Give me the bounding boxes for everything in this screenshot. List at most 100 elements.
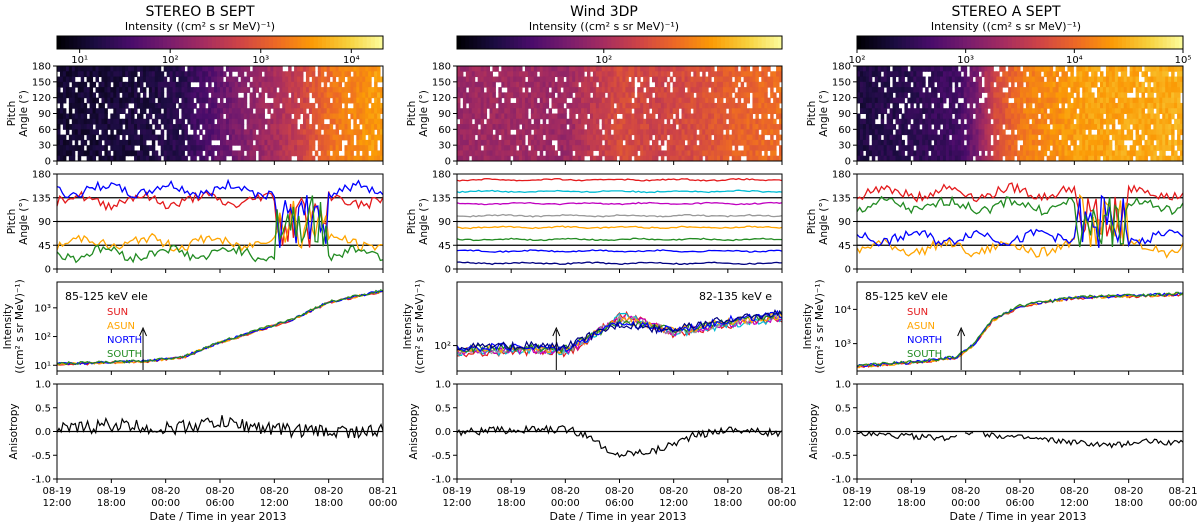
spectrogram-cell: [377, 124, 381, 130]
spectrogram-cell: [234, 76, 239, 83]
legend-entry: NORTH: [107, 335, 142, 346]
spectrogram-cell: [598, 150, 603, 157]
spectrogram-cell: [95, 124, 99, 130]
spectrogram-cell: [276, 155, 280, 162]
y-tick-label: 30: [38, 141, 51, 152]
spectrogram-cell: [62, 108, 67, 114]
spectrogram-cell: [957, 129, 962, 136]
spectrogram-cell: [619, 124, 623, 130]
spectrogram-cell: [1034, 71, 1039, 78]
spectrogram-cell: [459, 92, 464, 99]
spectrogram-cell: [65, 66, 70, 72]
spectrogram-cell: [934, 102, 938, 109]
spectrogram-cell: [865, 81, 870, 88]
spectrogram-cell: [329, 129, 334, 136]
spectrogram-cell: [332, 66, 337, 72]
spectrogram-cell: [380, 145, 384, 151]
spectrogram-cell: [332, 87, 337, 93]
colorbar-cell: [930, 36, 936, 49]
spectrogram-cell: [963, 71, 968, 78]
spectrogram-cell: [681, 71, 685, 78]
spectrogram-cell: [350, 87, 354, 93]
spectrogram-cell: [267, 102, 271, 109]
spectrogram-cell: [68, 124, 73, 130]
spectrogram-cell: [942, 81, 947, 88]
spectrogram-cell: [752, 87, 756, 93]
spectrogram-cell: [702, 145, 706, 151]
spectrogram-cell: [566, 129, 570, 136]
colorbar-cell: [574, 36, 580, 49]
spectrogram-cell: [708, 97, 712, 104]
spectrogram-cell: [948, 92, 953, 99]
spectrogram-cell: [1022, 129, 1027, 136]
spectrogram-cell: [380, 102, 384, 109]
spectrogram-cell: [539, 139, 544, 146]
spectrogram-cell: [323, 81, 328, 88]
spectrogram-cell: [169, 76, 174, 83]
colorbar-cell: [158, 36, 164, 49]
spectrogram-cell: [1037, 102, 1042, 109]
spectrogram-cell: [678, 92, 683, 99]
spectrogram-cell: [919, 129, 923, 136]
spectrogram-cell: [148, 81, 153, 88]
spectrogram-cell: [749, 118, 753, 125]
spectrogram-cell: [722, 87, 727, 93]
colorbar-cell: [244, 36, 250, 49]
spectrogram-cell: [969, 118, 974, 125]
spectrogram-cell: [1002, 129, 1006, 136]
spectrogram-cell: [341, 155, 345, 162]
spectrogram-cell: [1011, 134, 1015, 141]
spectrogram-cell: [362, 108, 366, 114]
spectrogram-cell: [353, 97, 357, 104]
spectrogram-cell: [717, 102, 721, 109]
spectrogram-cell: [737, 150, 742, 157]
spectrogram-cell: [945, 92, 950, 99]
spectrogram-cell: [492, 124, 496, 130]
spectrogram-cell: [619, 129, 623, 136]
spectrogram-cell: [202, 134, 206, 141]
spectrogram-cell: [622, 113, 626, 120]
spectrogram-cell: [477, 97, 482, 104]
spectrogram-cell: [282, 129, 286, 136]
spectrogram-cell: [134, 102, 138, 109]
spectrogram-cell: [368, 118, 372, 125]
spectrogram-cell: [1037, 71, 1042, 78]
spectrogram-cell: [957, 150, 962, 157]
spectrogram-cell: [249, 150, 254, 157]
spectrogram-cell: [654, 155, 659, 162]
spectrogram-cell: [62, 81, 67, 88]
spectrogram-cell: [273, 97, 277, 104]
spectrogram-cell: [459, 76, 464, 83]
spectrogram-cell: [696, 155, 700, 162]
spectrogram-cell: [187, 71, 191, 78]
spectrogram-cell: [74, 92, 79, 99]
spectrogram-cell: [684, 118, 688, 125]
spectrogram-cell: [699, 92, 703, 99]
spectrogram-cell: [913, 71, 917, 78]
spectrogram-cell: [990, 87, 994, 93]
spectrogram-cell: [489, 150, 493, 157]
spectrogram-cell: [969, 102, 974, 109]
spectrogram-cell: [217, 129, 221, 136]
spectrogram-cell: [928, 66, 932, 72]
spectrogram-cell: [916, 150, 920, 157]
spectrogram-cell: [371, 66, 375, 72]
spectrogram-cell: [901, 155, 905, 162]
colorbar-cell: [1134, 36, 1139, 49]
colorbar-cell: [187, 36, 193, 49]
spectrogram-cell: [220, 81, 224, 88]
spectrogram-cell: [755, 139, 759, 146]
spectrogram-cell: [65, 81, 70, 88]
spectrogram-cell: [969, 66, 974, 72]
spectrogram-cell: [937, 145, 941, 151]
spectrogram-cell: [604, 134, 609, 141]
spectrogram-cell: [572, 71, 576, 78]
spectrogram-cell: [690, 66, 694, 72]
spectrogram-cell: [592, 145, 597, 151]
colorbar-cell: [1007, 36, 1013, 49]
spectrogram-cell: [886, 76, 891, 83]
spectrogram-cell: [693, 129, 697, 136]
spectrogram-cell: [95, 66, 99, 72]
spectrogram-cell: [297, 81, 301, 88]
spectrogram-cell: [966, 145, 971, 151]
